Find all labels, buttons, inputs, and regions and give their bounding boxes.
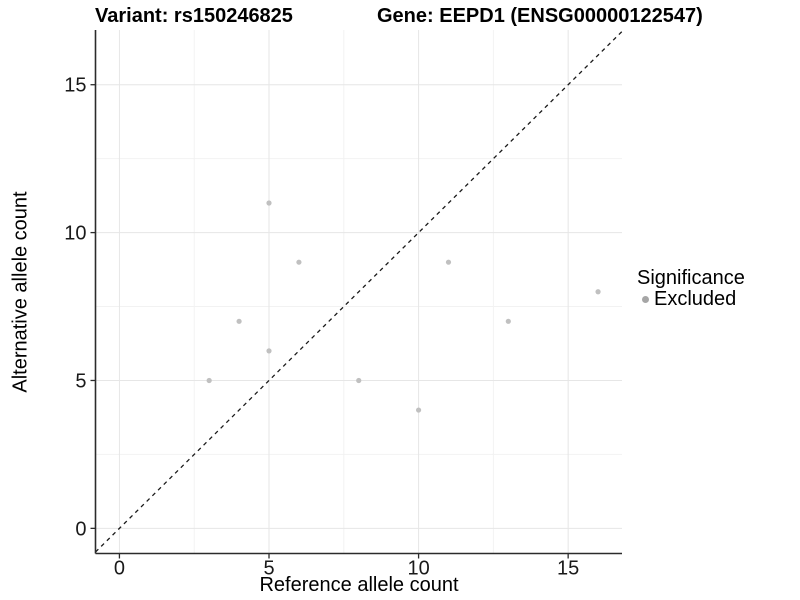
x-tick-label: 0 xyxy=(114,558,125,580)
identity-line xyxy=(95,31,623,553)
y-axis-title: Alternative allele count xyxy=(9,191,32,393)
data-point xyxy=(415,407,422,413)
data-point xyxy=(206,377,212,384)
data-point xyxy=(356,377,362,384)
legend-title: Significance xyxy=(637,267,745,289)
legend-item-excluded: Excluded xyxy=(637,289,745,310)
x-axis-title: Reference allele count xyxy=(259,574,459,596)
data-point xyxy=(445,259,452,265)
legend: Significance Excluded xyxy=(637,268,745,310)
data-point xyxy=(266,348,272,354)
legend-item-label: Excluded xyxy=(654,288,737,310)
x-tick-label: 10 xyxy=(407,558,429,580)
plot-title-gene: Gene: EEPD1 (ENSG00000122547) xyxy=(377,5,703,27)
data-point xyxy=(266,200,272,206)
legend-point-icon xyxy=(642,296,649,303)
y-tick-label: 10 xyxy=(64,223,86,245)
y-tick-label: 5 xyxy=(75,370,86,392)
x-tick-label: 15 xyxy=(557,558,579,580)
plot-title-variant: Variant: rs150246825 xyxy=(95,5,293,27)
data-point xyxy=(595,289,601,295)
data-point xyxy=(505,318,511,324)
x-tick-label: 5 xyxy=(263,558,274,580)
data-point xyxy=(236,318,242,324)
data-point xyxy=(296,259,302,265)
y-tick-label: 0 xyxy=(75,518,86,540)
y-tick-label: 15 xyxy=(64,75,86,97)
